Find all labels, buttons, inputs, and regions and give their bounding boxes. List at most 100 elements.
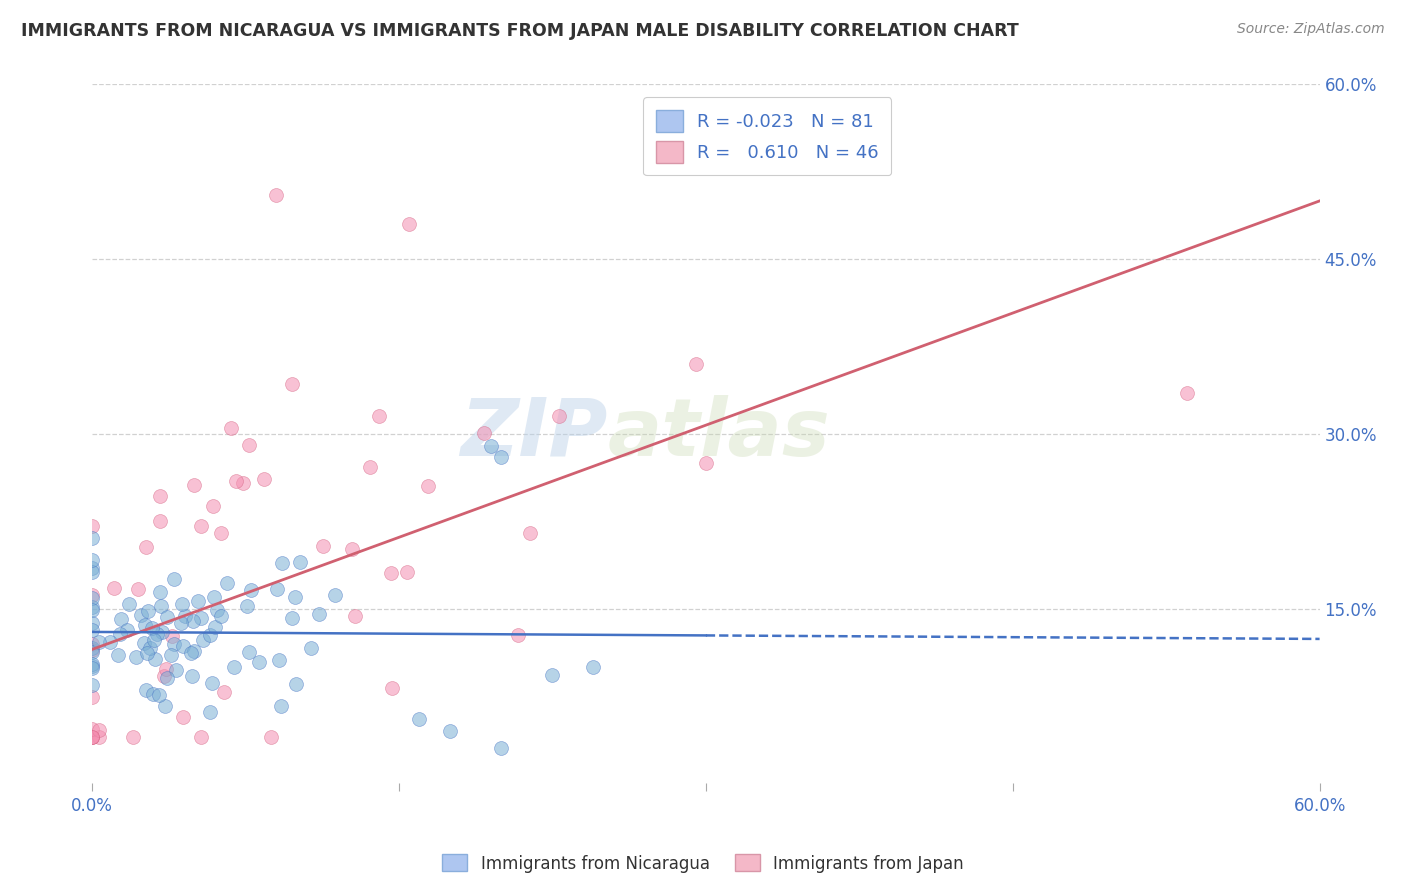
Point — [127, 582, 149, 597]
Point — [232, 476, 254, 491]
Point — [110, 612, 132, 626]
Point — [150, 625, 173, 640]
Point — [204, 620, 226, 634]
Point — [340, 542, 363, 557]
Point — [284, 677, 307, 691]
Point — [82, 591, 104, 606]
Point — [165, 663, 187, 677]
Point — [82, 730, 104, 744]
Point — [142, 632, 165, 647]
Point — [98, 635, 121, 649]
Point — [170, 597, 193, 611]
Point — [380, 681, 402, 696]
Point — [267, 653, 290, 667]
Point — [129, 607, 152, 622]
Text: atlas: atlas — [607, 395, 831, 473]
Point — [582, 660, 605, 674]
Point — [87, 723, 110, 737]
Point — [163, 572, 186, 586]
Point — [252, 472, 274, 486]
Point — [695, 456, 717, 470]
Point — [238, 644, 260, 658]
Point — [82, 637, 104, 651]
Point — [198, 705, 221, 719]
Point — [290, 555, 312, 569]
Point — [508, 628, 530, 642]
Point — [82, 661, 104, 675]
Point — [82, 642, 104, 657]
Text: IMMIGRANTS FROM NICARAGUA VS IMMIGRANTS FROM JAPAN MALE DISABILITY CORRELATION C: IMMIGRANTS FROM NICARAGUA VS IMMIGRANTS … — [21, 22, 1019, 40]
Point — [215, 576, 238, 591]
Point — [270, 557, 292, 571]
Point — [174, 609, 197, 624]
Point — [491, 741, 513, 756]
Point — [323, 588, 346, 602]
Point — [82, 678, 104, 692]
Point — [183, 478, 205, 492]
Point — [82, 553, 104, 567]
Point — [134, 618, 156, 632]
Point — [541, 668, 564, 682]
Point — [281, 376, 304, 391]
Point — [87, 635, 110, 649]
Point — [139, 640, 162, 655]
Point — [519, 526, 541, 541]
Point — [153, 669, 176, 683]
Point — [183, 644, 205, 658]
Point — [82, 730, 104, 744]
Legend: R = -0.023   N = 81, R =   0.610   N = 46: R = -0.023 N = 81, R = 0.610 N = 46 — [643, 97, 891, 176]
Point — [156, 609, 179, 624]
Point — [82, 645, 104, 659]
Point — [408, 712, 430, 726]
Point — [141, 621, 163, 635]
Point — [190, 730, 212, 744]
Point — [202, 499, 225, 513]
Point — [82, 615, 104, 630]
Point — [148, 688, 170, 702]
Point — [181, 614, 204, 628]
Point — [82, 657, 104, 672]
Point — [187, 594, 209, 608]
Point — [479, 438, 502, 452]
Point — [82, 518, 104, 533]
Point — [281, 611, 304, 625]
Point — [1175, 386, 1198, 401]
Point — [153, 699, 176, 714]
Point — [312, 539, 335, 553]
Point — [87, 730, 110, 744]
Point — [209, 526, 232, 541]
Point — [284, 590, 307, 604]
Point — [125, 649, 148, 664]
Point — [82, 730, 104, 744]
Point — [180, 646, 202, 660]
Point — [156, 671, 179, 685]
Point — [249, 655, 271, 669]
Point — [82, 658, 104, 673]
Point — [145, 627, 167, 641]
Point — [439, 723, 461, 738]
Point — [115, 624, 138, 638]
Point — [82, 600, 104, 615]
Point — [82, 566, 104, 580]
Point — [118, 597, 141, 611]
Point — [219, 420, 242, 434]
Point — [82, 532, 104, 546]
Point — [141, 687, 163, 701]
Point — [198, 628, 221, 642]
Point — [155, 662, 177, 676]
Point — [225, 474, 247, 488]
Point — [472, 426, 495, 441]
Point — [172, 639, 194, 653]
Point — [214, 685, 236, 699]
Point — [135, 646, 157, 660]
Text: ZIP: ZIP — [460, 395, 607, 473]
Point — [136, 604, 159, 618]
Point — [82, 690, 104, 704]
Point — [149, 514, 172, 528]
Point — [398, 217, 420, 231]
Point — [149, 584, 172, 599]
Point — [205, 603, 228, 617]
Point — [266, 188, 288, 202]
Point — [190, 610, 212, 624]
Point — [134, 636, 156, 650]
